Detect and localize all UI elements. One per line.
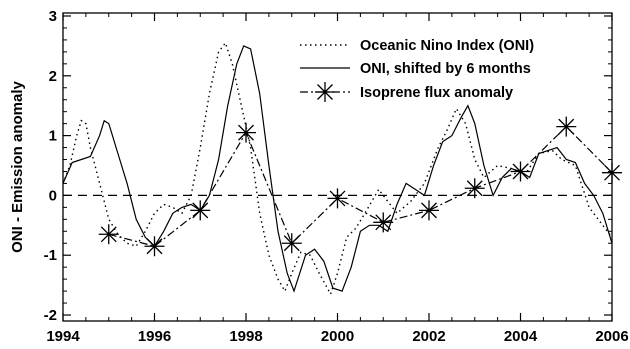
data-point xyxy=(419,200,439,221)
data-point xyxy=(602,162,622,183)
data-point xyxy=(373,212,394,233)
x-tick-label: 1996 xyxy=(138,328,171,345)
data-point xyxy=(327,188,348,209)
legend: Oceanic Nino Index (ONI) ONI, shifted by … xyxy=(300,38,534,102)
axis-ticks xyxy=(62,13,613,321)
series-line-1 xyxy=(63,41,612,296)
y-tick-label: 3 xyxy=(49,8,57,25)
x-tick-label: 2006 xyxy=(595,328,628,345)
y-tick-label: 1 xyxy=(49,128,57,145)
x-tick-label: 2004 xyxy=(504,328,538,345)
tick-labels: 1994 1996 1998 2000 2002 2004 2006 -2 -1 0 1 2 3 xyxy=(44,8,629,345)
data-point xyxy=(98,224,119,245)
x-tick-label: 2000 xyxy=(321,328,354,345)
y-tick-label: -2 xyxy=(44,307,57,324)
data-point xyxy=(281,233,302,254)
series-line-2 xyxy=(63,45,612,293)
data-point xyxy=(464,178,485,199)
plot-area xyxy=(63,41,612,296)
series-line-3 xyxy=(108,125,612,247)
legend-marker xyxy=(315,82,335,102)
data-point xyxy=(510,161,531,182)
legend-label: Isoprene flux anomaly xyxy=(360,85,513,101)
y-tick-label: -1 xyxy=(44,247,57,264)
x-tick-label: 1994 xyxy=(46,328,80,345)
data-point xyxy=(556,116,577,137)
data-point xyxy=(144,236,165,257)
data-point xyxy=(236,122,256,143)
data-point xyxy=(190,200,211,221)
x-tick-label: 2002 xyxy=(412,328,445,345)
legend-label: Oceanic Nino Index (ONI) xyxy=(360,38,534,54)
series-markers xyxy=(98,116,622,257)
y-axis-title: ONI - Emission anomaly xyxy=(9,80,26,252)
y-tick-label: 0 xyxy=(49,187,57,204)
y-tick-label: 2 xyxy=(49,68,57,85)
x-tick-label: 1998 xyxy=(229,328,262,345)
legend-label: ONI, shifted by 6 months xyxy=(360,61,531,77)
